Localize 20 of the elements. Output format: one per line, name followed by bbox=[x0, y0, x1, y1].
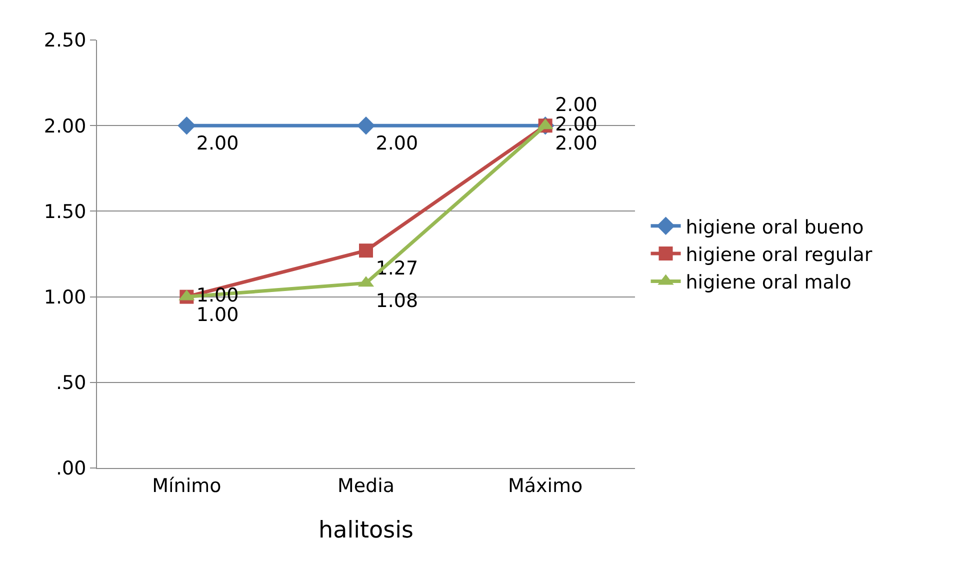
point bbox=[359, 244, 373, 258]
y-tick-label: .50 bbox=[56, 372, 86, 394]
data-label: 2.00 bbox=[555, 132, 598, 155]
legend-label: higiene oral malo bbox=[686, 272, 852, 294]
y-tick-label: 2.50 bbox=[44, 30, 86, 52]
data-label: 1.08 bbox=[376, 290, 418, 312]
x-tick-label: Mínimo bbox=[152, 474, 222, 497]
point bbox=[356, 116, 376, 135]
x-axis-title: halitosis bbox=[318, 517, 414, 544]
x-tick-label: Media bbox=[337, 474, 395, 497]
legend-label: higiene oral regular bbox=[686, 244, 872, 266]
data-label: 2.00 bbox=[376, 132, 418, 155]
x-tick-label: Máximo bbox=[508, 474, 583, 497]
data-label: 2.00 bbox=[196, 132, 239, 155]
y-tick-label: 2.00 bbox=[44, 115, 86, 138]
y-tick-label: 1.00 bbox=[44, 286, 86, 308]
point bbox=[178, 116, 196, 135]
legend-label: higiene oral bueno bbox=[686, 216, 864, 238]
y-tick-label: .00 bbox=[56, 458, 86, 480]
y-tick-label: 1.50 bbox=[44, 200, 86, 223]
